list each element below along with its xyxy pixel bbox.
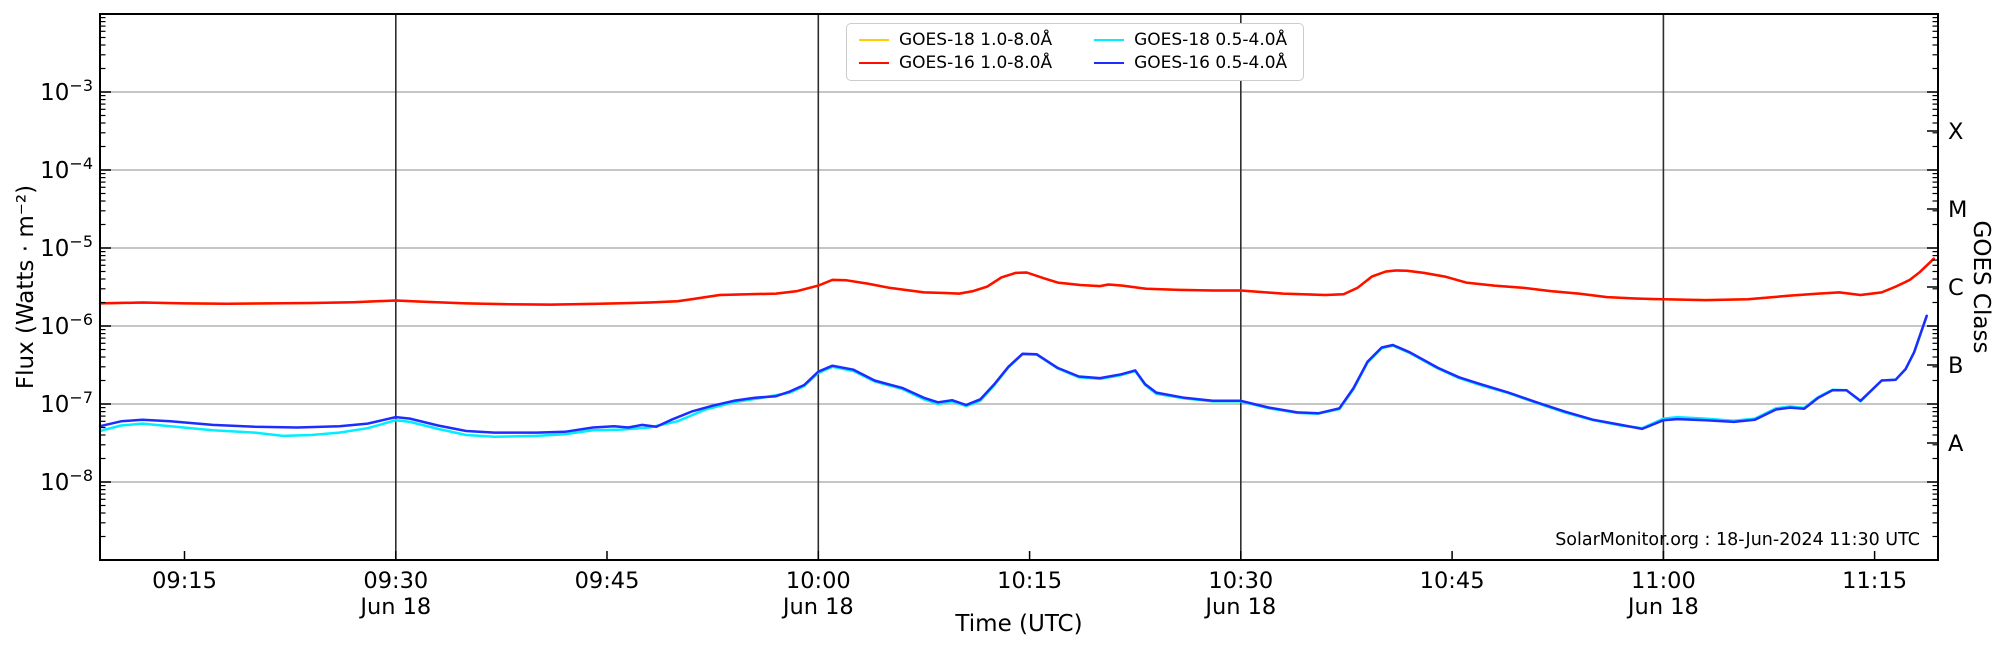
legend: GOES-18 1.0-8.0Å GOES-16 1.0-8.0Å GOES-18 … xyxy=(846,23,1305,81)
x-tick-label: 09:45 xyxy=(575,568,640,594)
series-goes-16-1-0-8-0- xyxy=(98,257,1936,306)
y-tick-labels: 10−3 10−4 10−5 10−6 10−7 10−8 xyxy=(40,76,93,496)
y-axis-title: Flux (Watts · m⁻²) xyxy=(13,184,39,390)
legend-swatch xyxy=(859,38,889,42)
x-tick-label: 10:30 xyxy=(1208,568,1273,594)
legend-swatch xyxy=(859,61,889,65)
goes-class-label: A xyxy=(1948,431,1964,457)
x-tick-day-label: Jun 18 xyxy=(781,594,854,620)
axis-frame xyxy=(99,13,1939,561)
svg-text:10−8: 10−8 xyxy=(40,466,93,496)
series-goes-16-0-5-4-0- xyxy=(98,314,1928,434)
legend-swatch xyxy=(1094,61,1125,65)
goes-class-label: C xyxy=(1948,275,1964,301)
svg-text:10−5: 10−5 xyxy=(40,232,93,262)
legend-entry-label: GOES-16 0.5-4.0Å xyxy=(1134,53,1288,73)
time-gridlines xyxy=(394,14,1665,560)
x-tick-day-label: Jun 18 xyxy=(358,594,431,620)
legend-entry-label: GOES-18 1.0-8.0Å xyxy=(899,30,1053,50)
x-tick-label: 09:30 xyxy=(363,568,428,594)
svg-text:10−7: 10−7 xyxy=(40,388,93,418)
legend-entry: GOES-16 0.5-4.0Å xyxy=(1094,53,1287,73)
x-axis-title: Time (UTC) xyxy=(955,611,1083,637)
source-timestamp-annotation: SolarMonitor.org : 18-Jun-2024 11:30 UTC xyxy=(1555,530,1920,550)
legend-swatch xyxy=(1094,38,1125,42)
svg-text:10−4: 10−4 xyxy=(40,154,93,184)
svg-text:10−6: 10−6 xyxy=(40,310,93,340)
x-tick-label: 10:45 xyxy=(1420,568,1485,594)
legend-entry: GOES-18 1.0-8.0Å xyxy=(859,30,1052,50)
x-tick-label: 10:15 xyxy=(997,568,1062,594)
y-gridlines xyxy=(100,91,1938,483)
legend-entry-label: GOES-16 1.0-8.0Å xyxy=(899,53,1053,73)
goes-class-label: M xyxy=(1948,197,1967,223)
x-tick-label: 10:00 xyxy=(786,568,851,594)
series-goes-18-1-0-8-0- xyxy=(98,257,1936,306)
legend-entry: GOES-16 1.0-8.0Å xyxy=(859,53,1052,73)
goes-class-label: X xyxy=(1948,119,1963,145)
right-axis-title: GOES Class xyxy=(1968,220,1994,354)
series-goes-18-0-5-4-0- xyxy=(98,315,1928,439)
y-ticks xyxy=(100,17,1938,538)
goes-class-label: B xyxy=(1948,353,1963,379)
x-tick-day-label: Jun 18 xyxy=(1626,594,1699,620)
legend-entry-label: GOES-18 0.5-4.0Å xyxy=(1134,30,1288,50)
x-tick-label: 09:15 xyxy=(152,568,217,594)
x-tick-label: 11:15 xyxy=(1842,568,1907,594)
goes-class-labels: X M C B A xyxy=(1927,119,1967,457)
svg-text:10−3: 10−3 xyxy=(40,76,93,106)
x-tick-day-label: Jun 18 xyxy=(1203,594,1276,620)
x-tick-label: 11:00 xyxy=(1631,568,1696,594)
legend-entry: GOES-18 0.5-4.0Å xyxy=(1094,30,1287,50)
